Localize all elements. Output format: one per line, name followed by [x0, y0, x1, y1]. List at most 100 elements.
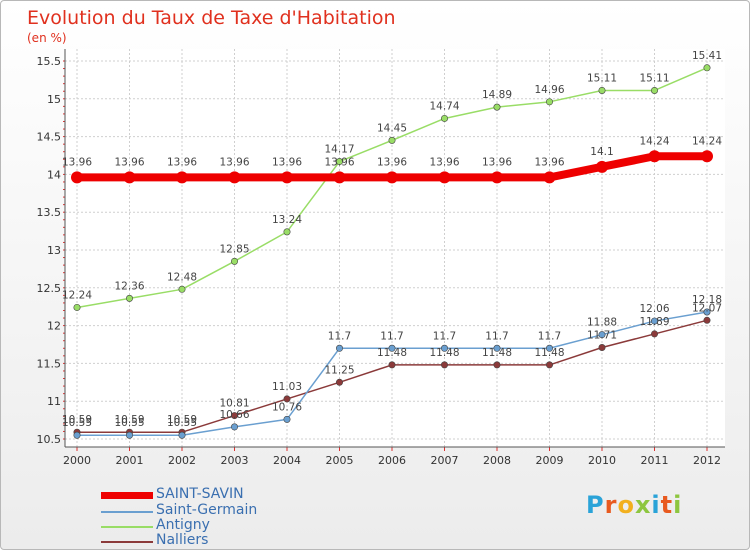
y-tick-label: 13.5 — [37, 206, 62, 219]
data-point-antigny — [335, 158, 343, 166]
data-point-saint-germain — [703, 308, 711, 316]
logo-letter: i — [673, 491, 683, 519]
data-label-antigny: 15.41 — [692, 50, 722, 62]
data-label-saint-savin: 14.24 — [639, 135, 669, 147]
data-label-nalliers: 11.89 — [639, 316, 669, 328]
data-label-antigny: 15.11 — [639, 72, 669, 84]
y-tick-label: 11 — [47, 395, 61, 408]
data-point-antigny — [650, 86, 658, 94]
data-point-saint-germain — [73, 431, 81, 439]
data-point-saint-savin — [491, 171, 503, 184]
data-point-saint-germain — [493, 344, 501, 352]
x-tick-label: 2008 — [483, 454, 511, 467]
data-point-saint-germain — [440, 344, 448, 352]
data-point-antigny — [493, 103, 501, 111]
legend-swatch-saint-savin — [101, 492, 153, 499]
data-label-saint-germain: 11.88 — [587, 317, 617, 329]
data-point-nalliers — [545, 361, 553, 369]
data-label-saint-germain: 10.55 — [167, 417, 197, 429]
data-label-nalliers: 11.48 — [429, 347, 459, 359]
data-label-antigny: 13.24 — [272, 214, 302, 226]
data-point-nalliers — [283, 395, 291, 403]
data-point-saint-germain — [650, 317, 658, 325]
data-label-nalliers: 10.81 — [219, 398, 249, 410]
data-label-saint-germain: 11.7 — [538, 330, 561, 342]
data-point-saint-germain — [178, 431, 186, 439]
data-point-saint-savin — [228, 171, 241, 184]
legend-label-saint-savin: SAINT-SAVIN — [156, 486, 244, 502]
data-point-nalliers — [493, 361, 501, 369]
data-label-antigny: 12.85 — [219, 243, 249, 255]
data-label-nalliers: 10.59 — [167, 414, 197, 426]
logo-letter: i — [651, 491, 661, 519]
data-point-nalliers — [650, 330, 658, 338]
data-label-nalliers: 10.59 — [114, 414, 144, 426]
x-tick-label: 2010 — [588, 454, 616, 467]
x-tick-label: 2000 — [63, 454, 91, 467]
y-tick-label: 15.5 — [37, 55, 62, 68]
data-label-antigny: 12.36 — [114, 280, 144, 292]
y-tick-label: 12 — [47, 320, 61, 333]
x-tick-label: 2007 — [431, 454, 459, 467]
data-point-saint-savin — [648, 150, 661, 163]
data-label-saint-germain: 11.7 — [328, 330, 351, 342]
data-label-antigny: 14.96 — [534, 84, 564, 96]
data-point-antigny — [598, 86, 606, 94]
data-label-saint-savin: 13.96 — [167, 156, 197, 168]
data-point-saint-savin — [701, 150, 713, 163]
data-point-nalliers — [703, 316, 711, 324]
data-label-nalliers: 11.03 — [272, 381, 302, 393]
data-point-nalliers — [335, 378, 343, 386]
data-point-saint-savin — [438, 171, 451, 184]
data-label-nalliers: 11.48 — [482, 347, 512, 359]
y-tick-label: 11.5 — [37, 357, 62, 370]
data-label-saint-savin: 13.96 — [114, 156, 144, 168]
data-label-saint-germain: 10.66 — [219, 409, 249, 421]
data-point-saint-germain — [545, 344, 553, 352]
data-point-saint-germain — [598, 331, 606, 339]
data-point-antigny — [440, 114, 448, 122]
legend-label-saint-germain: Saint-Germain — [156, 502, 258, 518]
data-point-saint-germain — [335, 344, 343, 352]
data-label-nalliers: 12.07 — [692, 302, 722, 314]
data-label-nalliers: 10.59 — [62, 414, 92, 426]
x-tick-label: 2004 — [273, 454, 301, 467]
data-point-antigny — [126, 294, 134, 302]
data-label-saint-germain: 11.7 — [433, 330, 456, 342]
chart-title: Evolution du Taux de Taxe d'Habitation — [27, 7, 396, 29]
data-label-saint-savin: 14.1 — [590, 146, 613, 158]
data-point-saint-savin — [333, 171, 346, 184]
data-point-antigny — [388, 136, 396, 144]
data-label-antigny: 14.17 — [324, 144, 354, 156]
data-label-antigny: 14.45 — [377, 122, 407, 134]
data-point-saint-germain — [283, 415, 291, 423]
x-tick-label: 2009 — [536, 454, 564, 467]
data-label-saint-savin: 13.96 — [482, 156, 512, 168]
data-point-nalliers — [440, 361, 448, 369]
unit-label: (en %) — [27, 31, 67, 45]
data-label-saint-germain: 12.06 — [639, 303, 669, 315]
data-point-antigny — [231, 257, 239, 265]
legend-swatch-nalliers — [101, 541, 153, 543]
data-point-saint-savin — [123, 171, 136, 184]
data-point-antigny — [178, 285, 186, 293]
data-point-saint-savin — [543, 171, 556, 184]
data-label-saint-germain: 10.55 — [62, 417, 92, 429]
data-point-saint-savin — [71, 171, 83, 184]
x-tick-label: 2001 — [116, 454, 144, 467]
data-point-saint-savin — [281, 171, 293, 184]
data-point-antigny — [703, 64, 711, 72]
legend-label-nalliers: Nalliers — [156, 532, 209, 548]
data-label-saint-germain: 11.7 — [485, 330, 508, 342]
y-tick-label: 14 — [47, 168, 61, 181]
data-point-saint-germain — [388, 344, 396, 352]
data-label-antigny: 14.89 — [482, 89, 512, 101]
data-label-saint-savin: 13.96 — [534, 156, 564, 168]
data-label-saint-savin: 13.96 — [377, 156, 407, 168]
data-point-antigny — [283, 228, 291, 236]
data-label-antigny: 12.24 — [62, 289, 92, 301]
data-point-antigny — [73, 303, 81, 311]
x-tick-label: 2012 — [693, 454, 721, 467]
y-tick-label: 12.5 — [37, 282, 62, 295]
